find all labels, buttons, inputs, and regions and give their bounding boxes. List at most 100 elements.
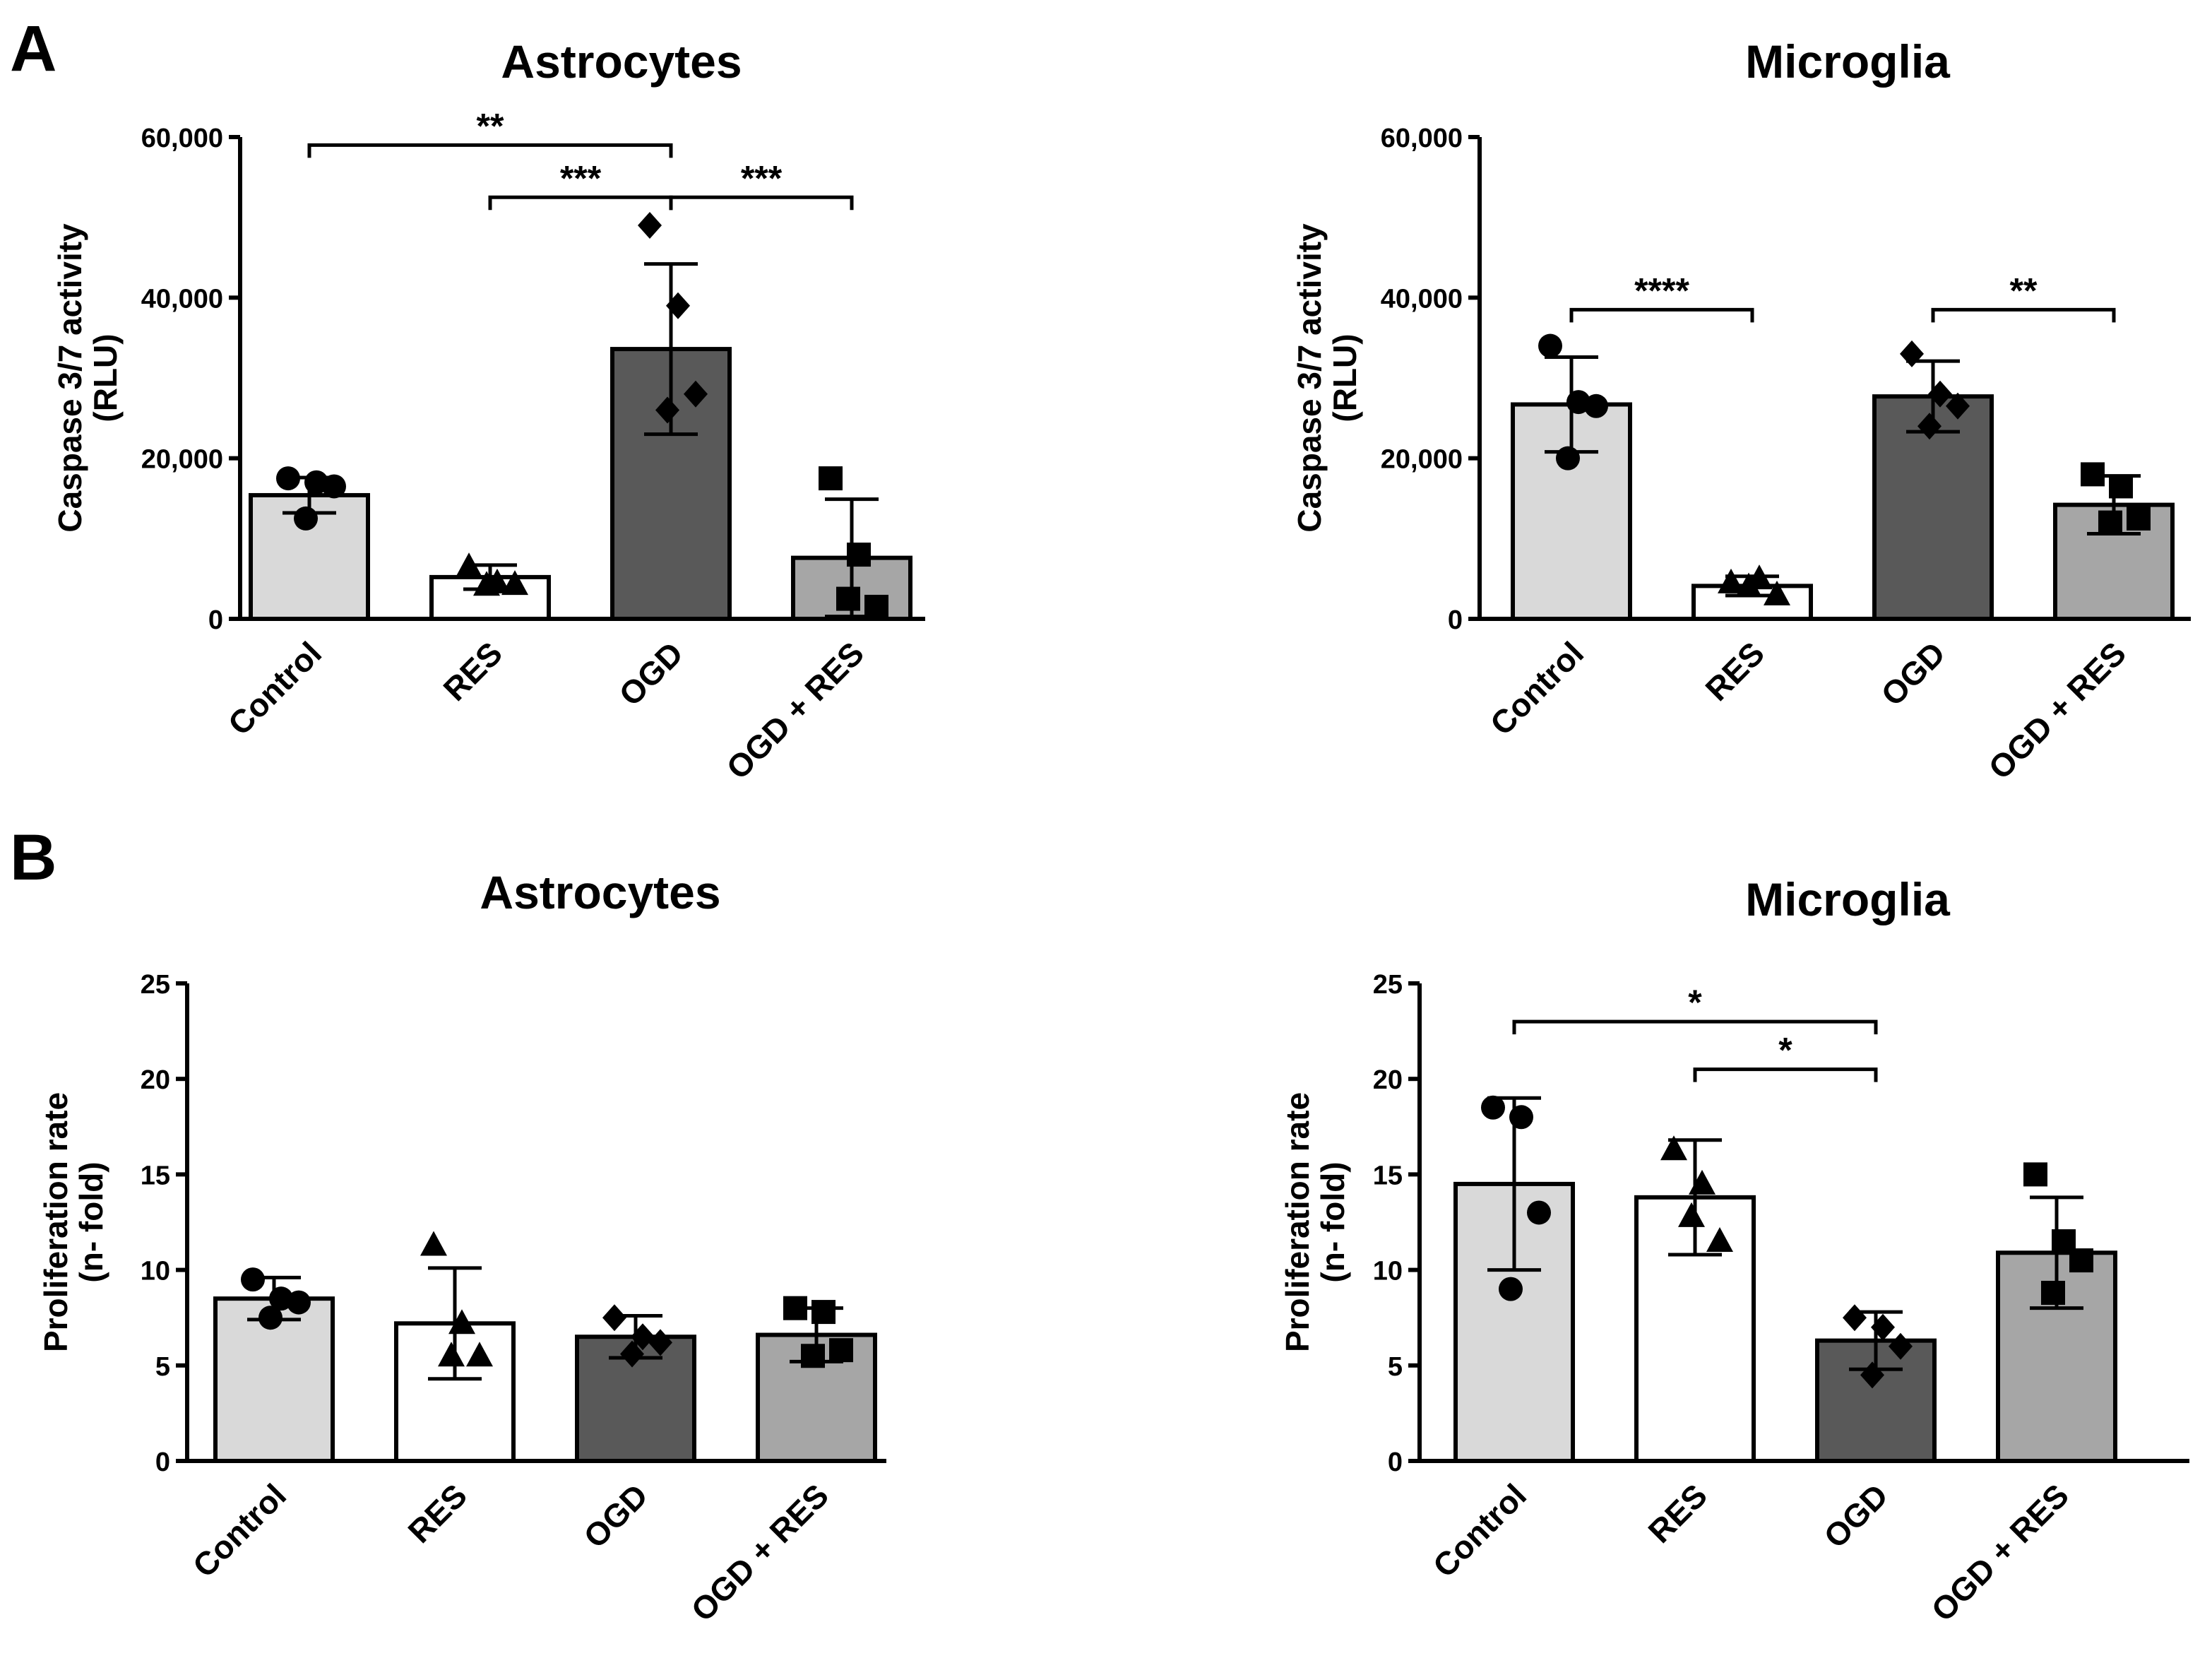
- chart-title: Microglia: [1745, 35, 1951, 88]
- data-point: [1660, 1135, 1687, 1161]
- data-point: [501, 570, 528, 596]
- data-point: [1678, 1202, 1705, 1227]
- y-tick-label: 10: [141, 1257, 170, 1286]
- data-point: [801, 1344, 825, 1368]
- data-point: [1718, 568, 1744, 593]
- significance-bracket: [1931, 307, 2116, 323]
- y-tick-label: 0: [1388, 1448, 1403, 1477]
- significance-bracket: [669, 195, 854, 211]
- y-axis-label-line: Proliferation rate: [1279, 1092, 1316, 1352]
- significance-label: ***: [741, 158, 783, 198]
- data-point: [1860, 1361, 1884, 1389]
- chart-title: Astrocytes: [480, 866, 720, 918]
- data-point: [1928, 380, 1952, 408]
- data-point: [2098, 510, 2122, 535]
- data-point: [438, 1342, 465, 1367]
- y-axis-label-line: Proliferation rate: [37, 1092, 74, 1352]
- data-point: [1499, 1277, 1523, 1301]
- x-tick-label: OGD: [1874, 634, 1952, 713]
- data-point: [448, 1309, 475, 1334]
- significance-bracket: [488, 195, 673, 211]
- y-tick-label: 0: [155, 1448, 170, 1477]
- chart-3: Astrocytes Proliferation rate(n- fold) Con…: [37, 866, 886, 1628]
- data-point: [666, 292, 690, 319]
- y-axis-label-line: (n- fold): [73, 1161, 109, 1282]
- data-point: [456, 552, 482, 578]
- x-tick-label: RES: [1641, 1476, 1714, 1550]
- data-point: [2109, 474, 2133, 499]
- y-tick-label: 5: [155, 1352, 170, 1382]
- y-tick-label: 20: [1373, 1065, 1403, 1095]
- data-point: [638, 212, 662, 239]
- data-point: [420, 1231, 447, 1256]
- data-point: [1527, 1200, 1551, 1225]
- bar-res: [1634, 1195, 1756, 1464]
- data-point: [1538, 333, 1562, 358]
- data-point: [819, 466, 843, 491]
- x-tick-label: Control: [1426, 1476, 1533, 1584]
- data-point: [864, 594, 888, 619]
- data-point: [829, 1338, 853, 1363]
- x-tick-label: Control: [186, 1476, 293, 1584]
- y-tick-label: 0: [208, 605, 223, 635]
- chart-title: Microglia: [1745, 873, 1951, 925]
- y-tick-label: 20,000: [141, 445, 223, 475]
- y-tick-label: 15: [141, 1161, 170, 1190]
- x-tick-label: OGD: [576, 1476, 655, 1555]
- chart-title: Astrocytes: [501, 35, 742, 88]
- x-tick-label: RES: [1698, 634, 1771, 708]
- data-point: [258, 1306, 283, 1330]
- y-tick-label: 5: [1388, 1352, 1403, 1382]
- x-tick-label: OGD + RES: [719, 634, 871, 786]
- x-tick-label: RES: [436, 634, 509, 708]
- data-point: [1764, 580, 1790, 605]
- x-tick-label: OGD: [1816, 1476, 1895, 1555]
- y-axis-label-line: (n- fold): [1314, 1161, 1351, 1282]
- data-point: [1689, 1169, 1716, 1195]
- data-point: [1946, 392, 1970, 420]
- y-axis-label-line: (RLU): [1326, 333, 1363, 422]
- panel-letter-b: B: [10, 822, 57, 894]
- chart-2: Microglia Caspase 3/7 activity(RLU) Contro…: [1291, 35, 2191, 786]
- significance-label: **: [477, 106, 504, 146]
- data-point: [276, 466, 300, 491]
- y-tick-label: 40,000: [1381, 284, 1463, 314]
- data-point: [1556, 446, 1580, 471]
- significance-label: *: [1778, 1031, 1792, 1070]
- significance-bracket: [307, 143, 673, 158]
- data-point: [1735, 572, 1762, 598]
- panel-letter-a: A: [10, 13, 57, 85]
- y-tick-label: 60,000: [1381, 124, 1463, 153]
- significance-label: **: [2010, 271, 2038, 310]
- significance-bracket: [1569, 307, 1754, 323]
- x-tick-label: OGD: [612, 634, 690, 713]
- data-point: [1889, 1332, 1913, 1360]
- data-point: [847, 543, 871, 567]
- x-tick-label: OGD + RES: [684, 1476, 836, 1628]
- data-point: [466, 1342, 493, 1367]
- data-point: [2023, 1162, 2047, 1187]
- data-point: [294, 506, 318, 531]
- data-point: [1871, 1313, 1895, 1341]
- y-tick-label: 25: [141, 970, 170, 1000]
- data-point: [836, 586, 860, 611]
- y-tick-label: 20,000: [1381, 445, 1463, 475]
- y-tick-label: 10: [1373, 1257, 1403, 1286]
- x-tick-label: Control: [1483, 634, 1590, 742]
- x-tick-label: OGD + RES: [1981, 634, 2133, 786]
- data-point: [2041, 1281, 2065, 1306]
- y-axis-label-line: (RLU): [87, 333, 124, 422]
- data-point: [684, 380, 708, 408]
- data-point: [655, 396, 679, 424]
- chart-4: Microglia Proliferation rate(n- fold) Cont…: [1279, 873, 2189, 1628]
- x-tick-label: Control: [221, 634, 328, 742]
- y-tick-label: 15: [1373, 1161, 1403, 1190]
- data-point: [287, 1290, 311, 1315]
- x-tick-label: RES: [400, 1476, 474, 1550]
- y-tick-label: 25: [1373, 970, 1403, 1000]
- data-point: [473, 571, 500, 596]
- data-point: [1584, 393, 1608, 418]
- significance-bracket: [1693, 1067, 1878, 1082]
- data-point: [1509, 1105, 1533, 1130]
